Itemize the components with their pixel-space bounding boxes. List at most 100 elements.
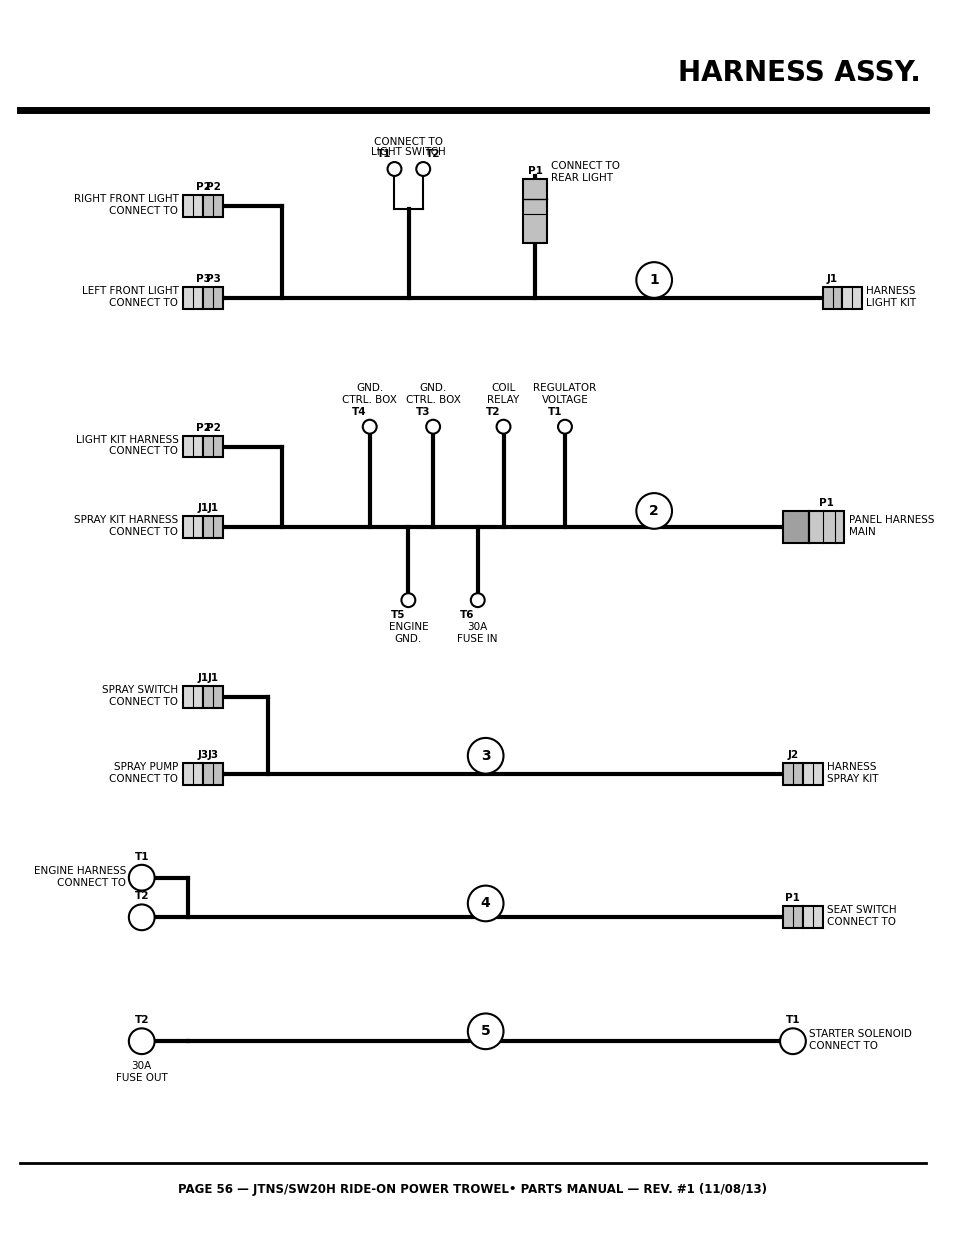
Bar (203, 516, 223, 537)
Circle shape (362, 420, 376, 433)
Bar (821, 287, 841, 309)
Text: CONNECT TO: CONNECT TO (110, 698, 178, 708)
Text: CTRL. BOX: CTRL. BOX (405, 395, 460, 405)
Circle shape (636, 493, 671, 529)
Bar (841, 287, 862, 309)
Text: T5: T5 (391, 610, 405, 620)
Bar (802, 763, 821, 784)
Text: HARNESS ASSY.: HARNESS ASSY. (678, 59, 920, 86)
Text: CONNECT TO: CONNECT TO (374, 137, 443, 147)
Text: T2: T2 (134, 1015, 149, 1025)
Text: CONNECT TO: CONNECT TO (825, 918, 895, 927)
Text: CONNECT TO: CONNECT TO (110, 298, 178, 308)
Text: P1: P1 (527, 165, 542, 175)
Bar (203, 195, 223, 216)
Circle shape (416, 162, 430, 175)
Text: STARTER SOLENOID: STARTER SOLENOID (808, 1029, 911, 1040)
Text: REGULATOR: REGULATOR (533, 383, 596, 393)
Text: GND.: GND. (395, 634, 421, 643)
Text: SPRAY KIT HARNESS: SPRAY KIT HARNESS (74, 515, 178, 525)
Text: GND.: GND. (355, 383, 383, 393)
Text: P1: P1 (818, 498, 833, 508)
Circle shape (129, 1029, 154, 1055)
Text: 2: 2 (649, 504, 659, 517)
Text: SPRAY PUMP: SPRAY PUMP (114, 762, 178, 772)
Circle shape (129, 904, 154, 930)
Circle shape (387, 162, 401, 175)
Text: 30A: 30A (132, 1061, 152, 1071)
Circle shape (467, 739, 503, 773)
Text: CONNECT TO: CONNECT TO (110, 527, 178, 537)
Text: FUSE IN: FUSE IN (457, 634, 497, 643)
Text: 5: 5 (480, 1024, 490, 1039)
Circle shape (497, 420, 510, 433)
Text: P2: P2 (206, 422, 220, 432)
Bar (782, 906, 802, 929)
Text: J1: J1 (208, 503, 218, 513)
Circle shape (471, 593, 484, 608)
Bar (183, 287, 203, 309)
Text: LEFT FRONT LIGHT: LEFT FRONT LIGHT (81, 287, 178, 296)
Text: SEAT SWITCH: SEAT SWITCH (825, 905, 895, 915)
Text: 3: 3 (480, 748, 490, 763)
Bar (808, 511, 843, 542)
Text: J1: J1 (208, 673, 218, 683)
Circle shape (401, 593, 415, 608)
Text: CONNECT TO: CONNECT TO (110, 205, 178, 216)
Text: REAR LIGHT: REAR LIGHT (551, 173, 613, 183)
Circle shape (558, 420, 571, 433)
Text: ENGINE HARNESS: ENGINE HARNESS (33, 866, 126, 876)
Circle shape (780, 1029, 805, 1055)
Text: J1: J1 (826, 274, 838, 284)
Text: T1: T1 (134, 852, 149, 862)
Text: T1: T1 (376, 149, 391, 159)
Text: T2: T2 (426, 149, 440, 159)
Text: PANEL HARNESS: PANEL HARNESS (848, 515, 934, 525)
Text: T3: T3 (416, 406, 430, 416)
Text: P3: P3 (206, 274, 220, 284)
Text: MAIN: MAIN (848, 527, 875, 537)
Text: P2: P2 (206, 182, 220, 191)
Bar (523, 179, 547, 243)
Text: T2: T2 (485, 406, 500, 416)
Text: FUSE OUT: FUSE OUT (115, 1073, 168, 1083)
Bar (203, 436, 223, 457)
Text: CTRL. BOX: CTRL. BOX (342, 395, 396, 405)
Text: T4: T4 (352, 406, 366, 416)
Bar (782, 763, 802, 784)
Text: 4: 4 (480, 897, 490, 910)
Text: J1: J1 (197, 673, 209, 683)
Bar (802, 906, 821, 929)
Circle shape (467, 885, 503, 921)
Text: J3: J3 (197, 750, 209, 760)
Text: VOLTAGE: VOLTAGE (541, 395, 588, 405)
Text: LIGHT KIT: LIGHT KIT (865, 298, 916, 308)
Text: HARNESS: HARNESS (865, 287, 915, 296)
Text: SPRAY SWITCH: SPRAY SWITCH (102, 685, 178, 695)
Bar (203, 687, 223, 708)
Text: J3: J3 (208, 750, 218, 760)
Text: J1: J1 (197, 503, 209, 513)
Text: CONNECT TO: CONNECT TO (110, 447, 178, 457)
Text: GND.: GND. (419, 383, 446, 393)
Text: T1: T1 (547, 406, 561, 416)
Circle shape (636, 262, 671, 298)
Text: P2: P2 (195, 182, 211, 191)
Circle shape (426, 420, 439, 433)
Text: T6: T6 (459, 610, 475, 620)
Text: T1: T1 (785, 1015, 800, 1025)
Bar (203, 763, 223, 784)
Text: COIL: COIL (491, 383, 516, 393)
Text: P1: P1 (784, 893, 800, 904)
Text: LIGHT KIT HARNESS: LIGHT KIT HARNESS (75, 435, 178, 445)
Text: RIGHT FRONT LIGHT: RIGHT FRONT LIGHT (73, 194, 178, 204)
Text: 30A: 30A (467, 622, 487, 632)
Bar (183, 436, 203, 457)
Text: RELAY: RELAY (487, 395, 519, 405)
Text: CONNECT TO: CONNECT TO (57, 878, 126, 888)
Text: HARNESS: HARNESS (825, 762, 875, 772)
Text: CONNECT TO: CONNECT TO (808, 1041, 877, 1051)
Circle shape (467, 1014, 503, 1050)
Text: CONNECT TO: CONNECT TO (551, 161, 619, 170)
Text: PAGE 56 — JTNS/SW20H RIDE-ON POWER TROWEL• PARTS MANUAL — REV. #1 (11/08/13): PAGE 56 — JTNS/SW20H RIDE-ON POWER TROWE… (178, 1183, 766, 1195)
